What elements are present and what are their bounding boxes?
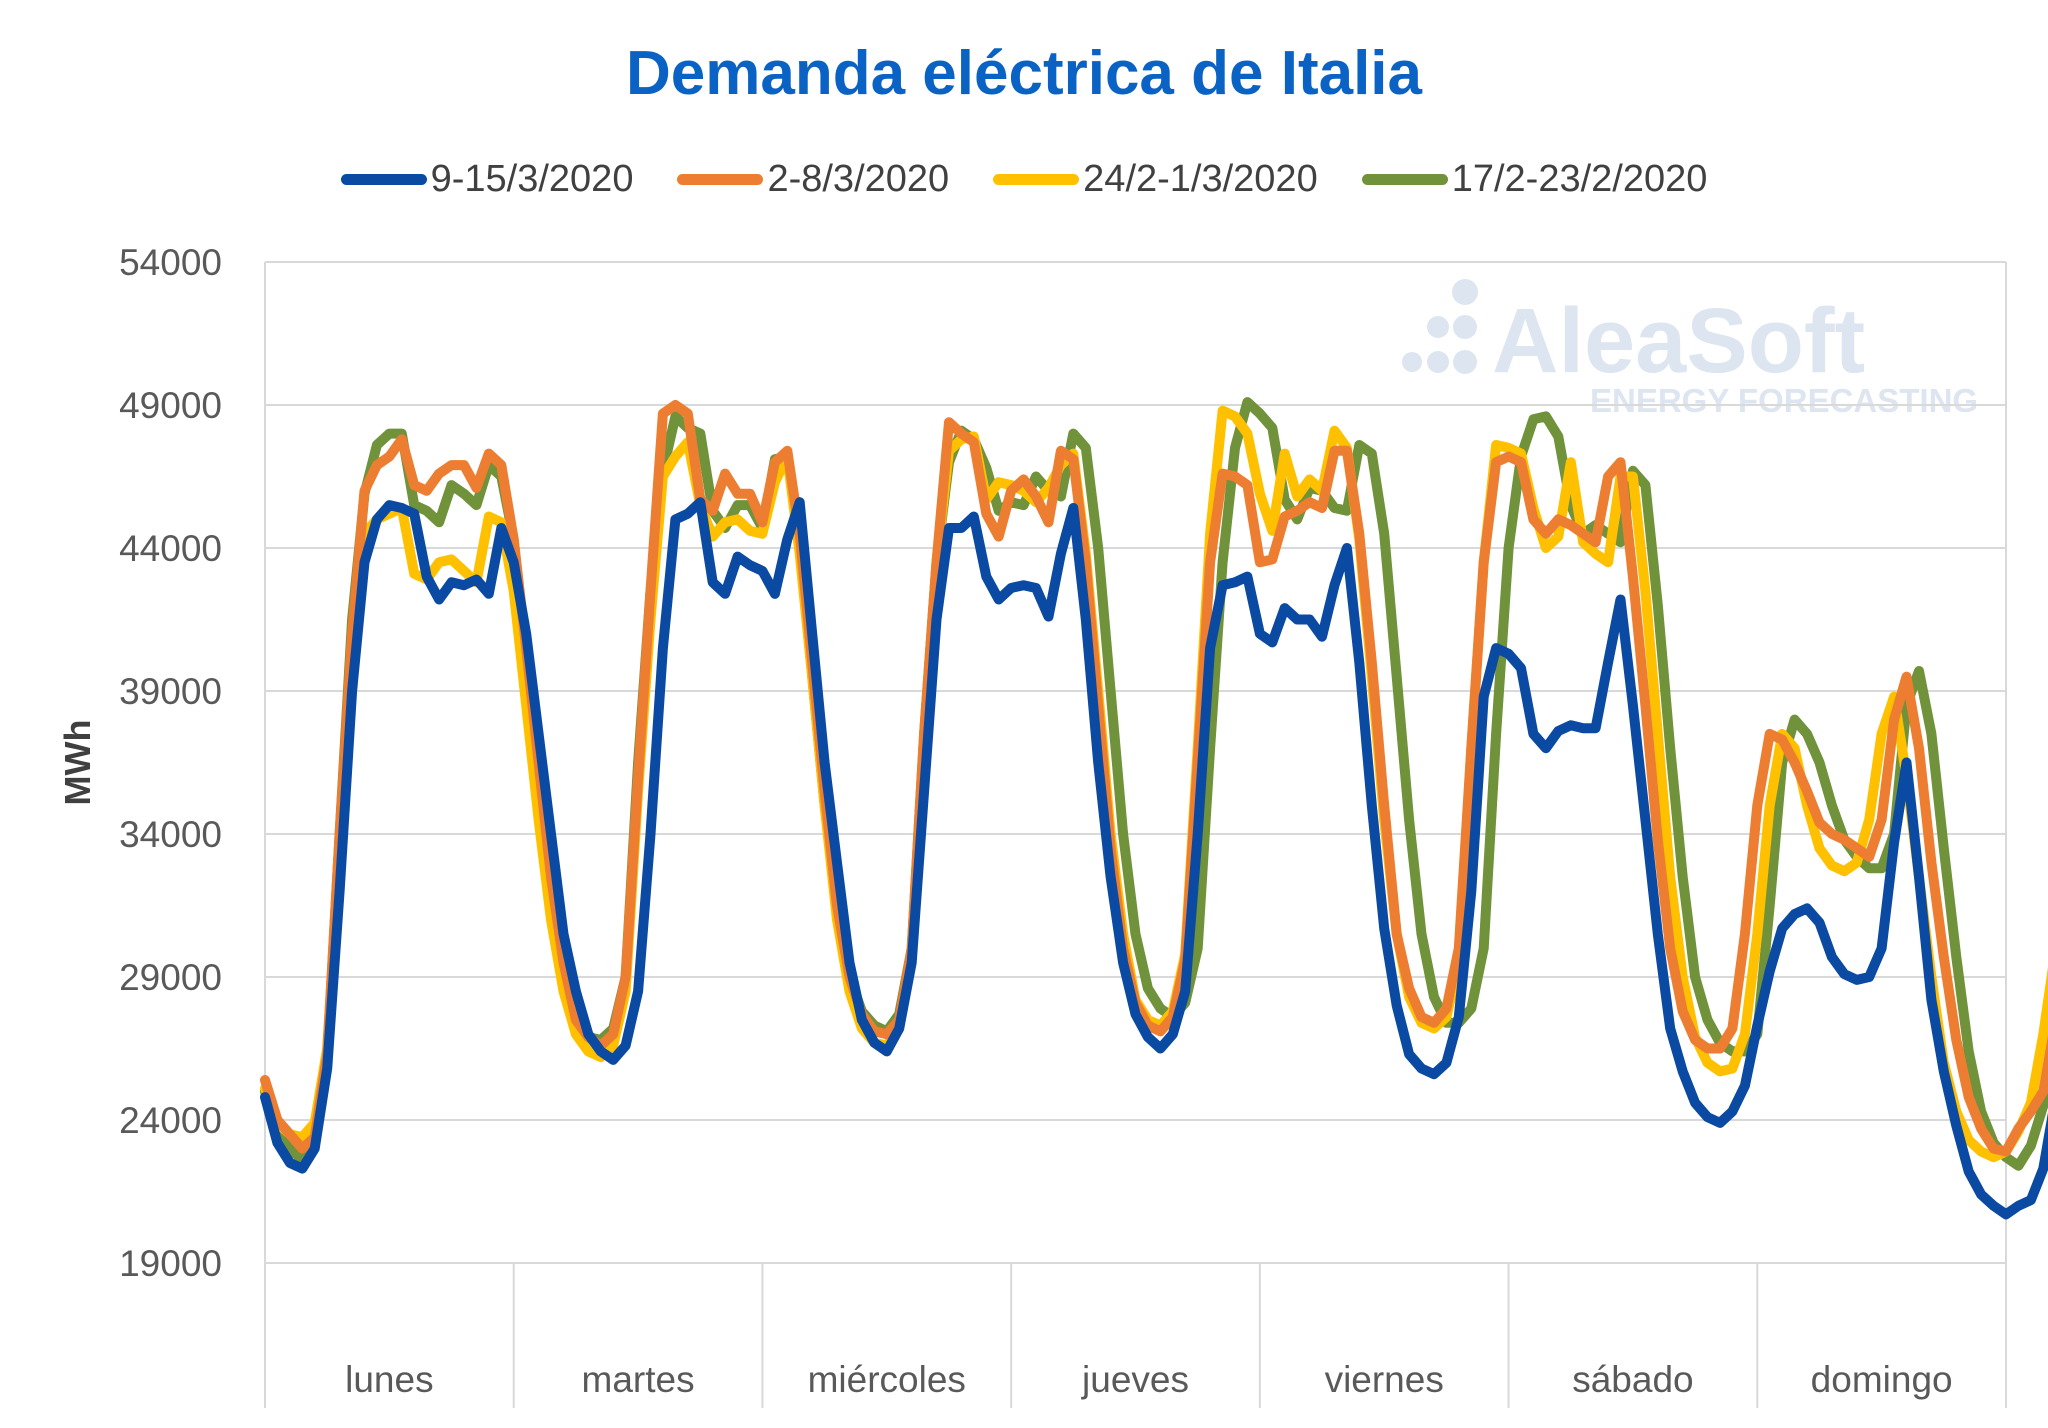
legend-label: 2-8/3/2020 bbox=[767, 158, 950, 200]
legend-swatch bbox=[677, 174, 764, 185]
x-category-label: domingo bbox=[1811, 1359, 1953, 1400]
legend-item: 2-8/3/2020 bbox=[677, 158, 949, 201]
watermark-dot-icon bbox=[1452, 279, 1478, 305]
x-category-label: jueves bbox=[1081, 1359, 1189, 1400]
legend-swatch bbox=[340, 174, 427, 185]
legend-item: 17/2-23/2/2020 bbox=[1361, 158, 1708, 201]
y-tick-label: 29000 bbox=[119, 957, 222, 998]
y-tick-label: 34000 bbox=[119, 814, 222, 855]
watermark-brand: AleaSoft bbox=[1492, 290, 1865, 392]
watermark-dot-icon bbox=[1402, 352, 1422, 372]
y-tick-label: 54000 bbox=[119, 242, 222, 283]
y-tick-label: 44000 bbox=[119, 528, 222, 569]
y-tick-label: 39000 bbox=[119, 671, 222, 712]
x-category-label: viernes bbox=[1325, 1359, 1444, 1400]
x-category-label: martes bbox=[582, 1359, 695, 1400]
chart-title: Demanda eléctrica de Italia bbox=[625, 39, 1423, 108]
x-category-label: miércoles bbox=[808, 1359, 966, 1400]
legend-label: 24/2-1/3/2020 bbox=[1083, 158, 1318, 200]
watermark-dot-icon bbox=[1427, 316, 1449, 338]
legend: 9-15/3/2020 2-8/3/2020 24/2-1/3/2020 17/2-2… bbox=[0, 158, 2048, 201]
legend-label: 9-15/3/2020 bbox=[430, 158, 634, 200]
series-line-1 bbox=[260, 497, 2048, 1220]
y-tick-label: 49000 bbox=[119, 385, 222, 426]
y-axis-title: MWh bbox=[57, 720, 98, 806]
y-tick-label: 24000 bbox=[119, 1100, 222, 1141]
series-lines bbox=[260, 397, 2048, 1220]
watermark-tagline: ENERGY FORECASTING bbox=[1590, 382, 1978, 419]
x-category-label: sábado bbox=[1572, 1359, 1693, 1400]
legend-swatch bbox=[993, 174, 1080, 185]
legend-label: 17/2-23/2/2020 bbox=[1451, 158, 1708, 200]
legend-item: 24/2-1/3/2020 bbox=[993, 158, 1318, 201]
legend-item: 9-15/3/2020 bbox=[340, 158, 634, 201]
watermark-dot-icon bbox=[1453, 350, 1477, 374]
watermark-dot-icon bbox=[1453, 315, 1477, 339]
x-category-label: lunes bbox=[345, 1359, 433, 1400]
series-line-3 bbox=[260, 405, 2048, 1163]
watermark-dot-icon bbox=[1427, 351, 1449, 373]
y-tick-label: 19000 bbox=[119, 1243, 222, 1284]
legend-swatch bbox=[1361, 174, 1448, 185]
